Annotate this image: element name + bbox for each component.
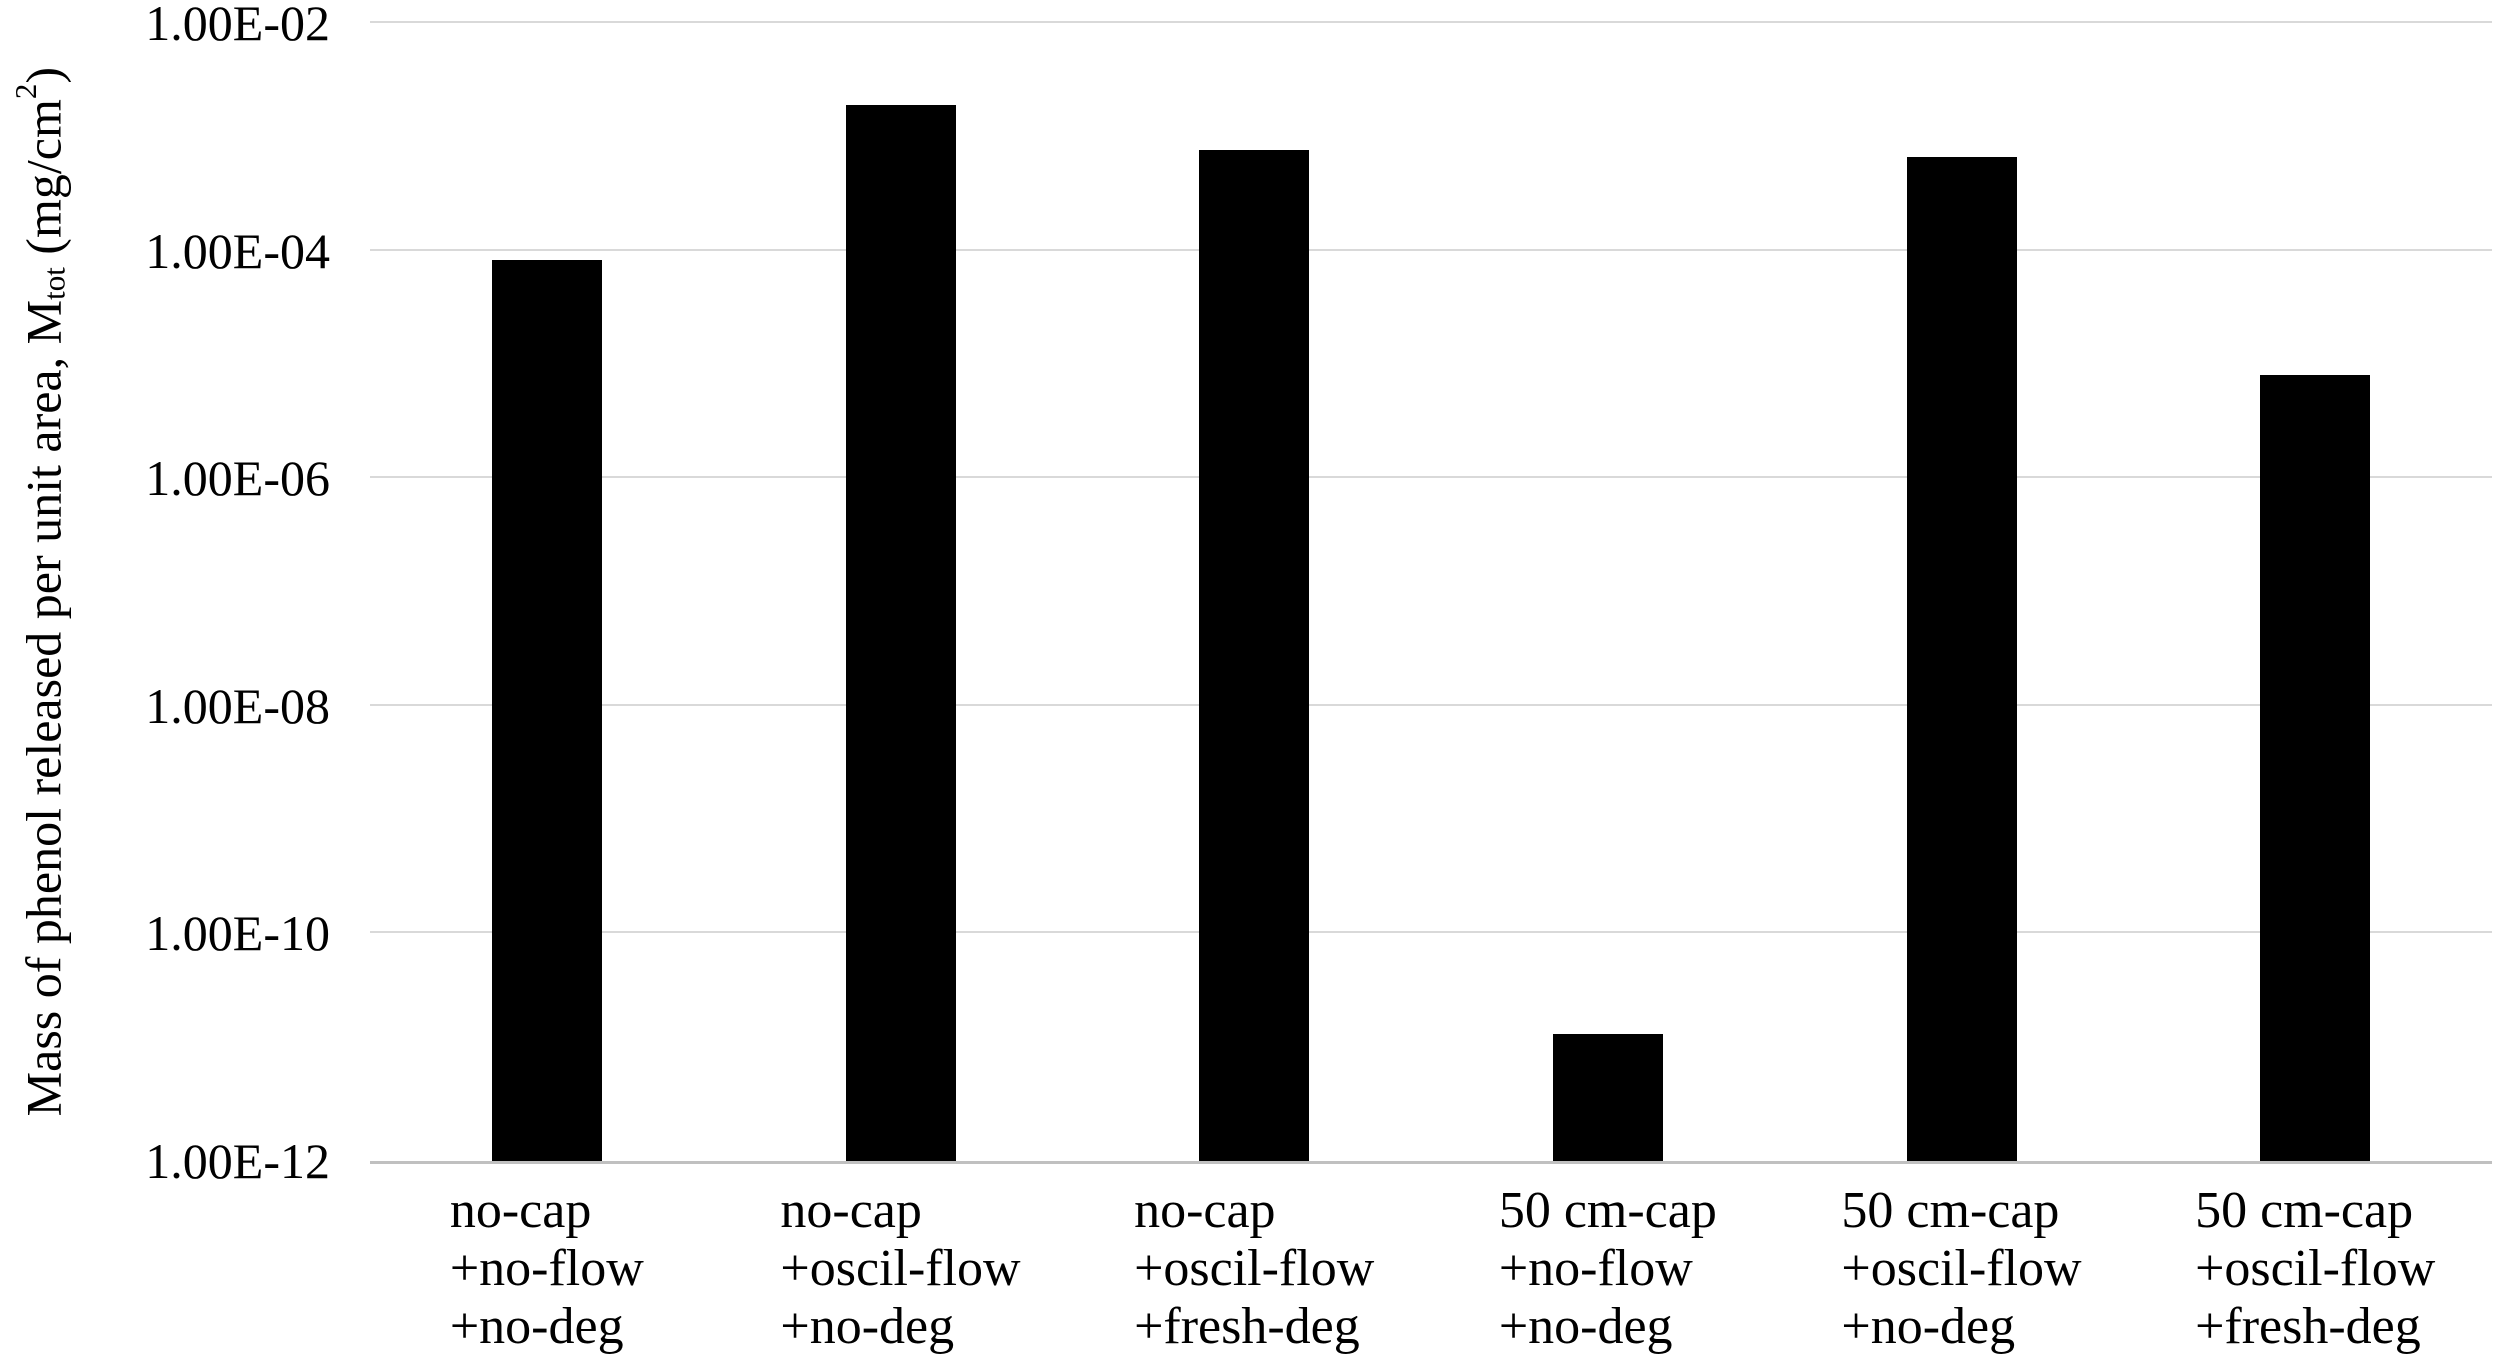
gridline bbox=[370, 476, 2492, 479]
x-category-label-line: +oscil-flow bbox=[780, 1240, 1021, 1297]
x-category-label: 50 cm-cap +oscil-flow +no-deg bbox=[1841, 1182, 2081, 1356]
y-tick-label: 1.00E-02 bbox=[145, 0, 330, 51]
gridline bbox=[370, 21, 2492, 23]
x-category-label: 50 cm-cap +oscil-flow +fresh-deg bbox=[2195, 1182, 2435, 1356]
y-tick-label: 1.00E-10 bbox=[145, 905, 330, 962]
x-category-label-line: +no-flow bbox=[449, 1240, 644, 1297]
x-category-label-line: +oscil-flow bbox=[2195, 1240, 2436, 1297]
bar bbox=[2260, 374, 2371, 1161]
x-category-label: no-cap +oscil-flow +fresh-deg bbox=[1134, 1182, 1374, 1356]
y-tick-label: 1.00E-08 bbox=[145, 677, 330, 734]
plot-area bbox=[370, 21, 2492, 1164]
gridline bbox=[370, 931, 2492, 934]
bar bbox=[845, 105, 956, 1161]
x-category-label-line: +oscil-flow bbox=[1841, 1240, 2082, 1297]
x-category-label-line: +no-flow bbox=[1498, 1240, 1693, 1297]
x-category-label: no-cap +oscil-flow +no-deg bbox=[780, 1182, 1020, 1356]
x-category-label-line: 50 cm-cap bbox=[2195, 1182, 2414, 1239]
gridline bbox=[370, 703, 2492, 706]
x-axis-category-labels: no-cap +no-flow +no-deg no-cap +oscil-flow +n… bbox=[370, 1182, 2492, 1367]
x-category-label-line: +oscil-flow bbox=[1134, 1240, 1375, 1297]
bar bbox=[491, 260, 602, 1161]
x-category-label-line: no-cap bbox=[780, 1182, 922, 1239]
x-category-label-line: +fresh-deg bbox=[1134, 1298, 1360, 1355]
y-tick-label: 1.00E-04 bbox=[145, 222, 330, 279]
x-category-label-line: no-cap bbox=[449, 1182, 592, 1239]
x-category-label-line: +no-deg bbox=[449, 1298, 624, 1355]
x-category-label-line: 50 cm-cap bbox=[1498, 1182, 1717, 1239]
x-category-label-line: +fresh-deg bbox=[2195, 1298, 2421, 1355]
bar bbox=[1199, 150, 1310, 1161]
y-tick-label: 1.00E-12 bbox=[145, 1133, 330, 1189]
x-category-label-line: +no-deg bbox=[1841, 1298, 2016, 1355]
bar bbox=[1552, 1034, 1663, 1161]
x-category-label: no-cap +no-flow +no-deg bbox=[450, 1182, 644, 1356]
x-category-label-line: +no-deg bbox=[780, 1298, 955, 1355]
x-category-label-line: no-cap bbox=[1134, 1182, 1276, 1239]
bar bbox=[1906, 157, 2017, 1161]
x-category-label-line: 50 cm-cap bbox=[1841, 1182, 2060, 1239]
x-category-label: 50 cm-cap +no-flow +no-deg bbox=[1499, 1182, 1717, 1356]
gridline bbox=[370, 248, 2492, 251]
y-tick-label: 1.00E-06 bbox=[145, 450, 330, 507]
y-axis-tick-labels: 1.00E-02 1.00E-04 1.00E-06 1.00E-08 1.00E-10… bbox=[0, 0, 330, 1186]
x-category-label-line: +no-deg bbox=[1498, 1298, 1673, 1355]
